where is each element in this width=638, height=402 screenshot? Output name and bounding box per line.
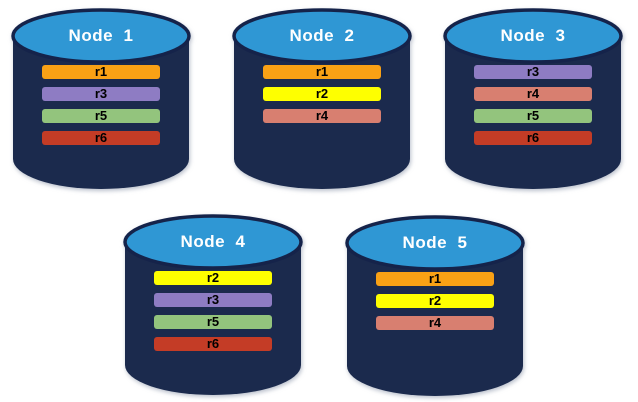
cylinder-top: [345, 215, 525, 271]
replica-bar-r6: r6: [154, 337, 272, 351]
database-node-1: Node 1 r1 r3 r5 r6: [11, 7, 191, 191]
node-title: Node 5: [402, 233, 468, 252]
replica-bar-r3: r3: [474, 65, 592, 79]
cylinder-top: [11, 8, 191, 64]
database-node-3: Node 3 r3 r4 r5 r6: [443, 7, 623, 191]
replica-bar-r5: r5: [474, 109, 592, 123]
replica-bar-r6: r6: [42, 131, 160, 145]
replica-bar-r1: r1: [42, 65, 160, 79]
replica-bar-r6: r6: [474, 131, 592, 145]
replica-bar-r3: r3: [42, 87, 160, 101]
database-node-2: Node 2 r1 r2 r4: [232, 7, 412, 191]
node-title: Node 3: [500, 26, 566, 45]
replica-bar-r4: r4: [263, 109, 381, 123]
replica-bar-r4: r4: [474, 87, 592, 101]
node-title: Node 2: [289, 26, 355, 45]
node-title: Node 4: [180, 232, 246, 251]
replica-bar-r5: r5: [42, 109, 160, 123]
cylinder-top: [232, 8, 412, 64]
replica-bar-r2: r2: [154, 271, 272, 285]
replica-bar-r4: r4: [376, 316, 494, 330]
replica-list: r1 r2 r4: [263, 65, 381, 131]
replica-list: r2 r3 r5 r6: [154, 271, 272, 359]
replica-bar-r2: r2: [263, 87, 381, 101]
node-title: Node 1: [68, 26, 134, 45]
replica-bar-r3: r3: [154, 293, 272, 307]
replica-bar-r1: r1: [263, 65, 381, 79]
replica-list: r1 r2 r4: [376, 272, 494, 338]
replica-list: r1 r3 r5 r6: [42, 65, 160, 153]
cylinder-top: [123, 214, 303, 270]
replica-bar-r2: r2: [376, 294, 494, 308]
database-node-4: Node 4 r2 r3 r5 r6: [123, 213, 303, 397]
replica-list: r3 r4 r5 r6: [474, 65, 592, 153]
database-node-5: Node 5 r1 r2 r4: [345, 214, 525, 398]
replica-bar-r5: r5: [154, 315, 272, 329]
cylinder-top: [443, 8, 623, 64]
replica-bar-r1: r1: [376, 272, 494, 286]
